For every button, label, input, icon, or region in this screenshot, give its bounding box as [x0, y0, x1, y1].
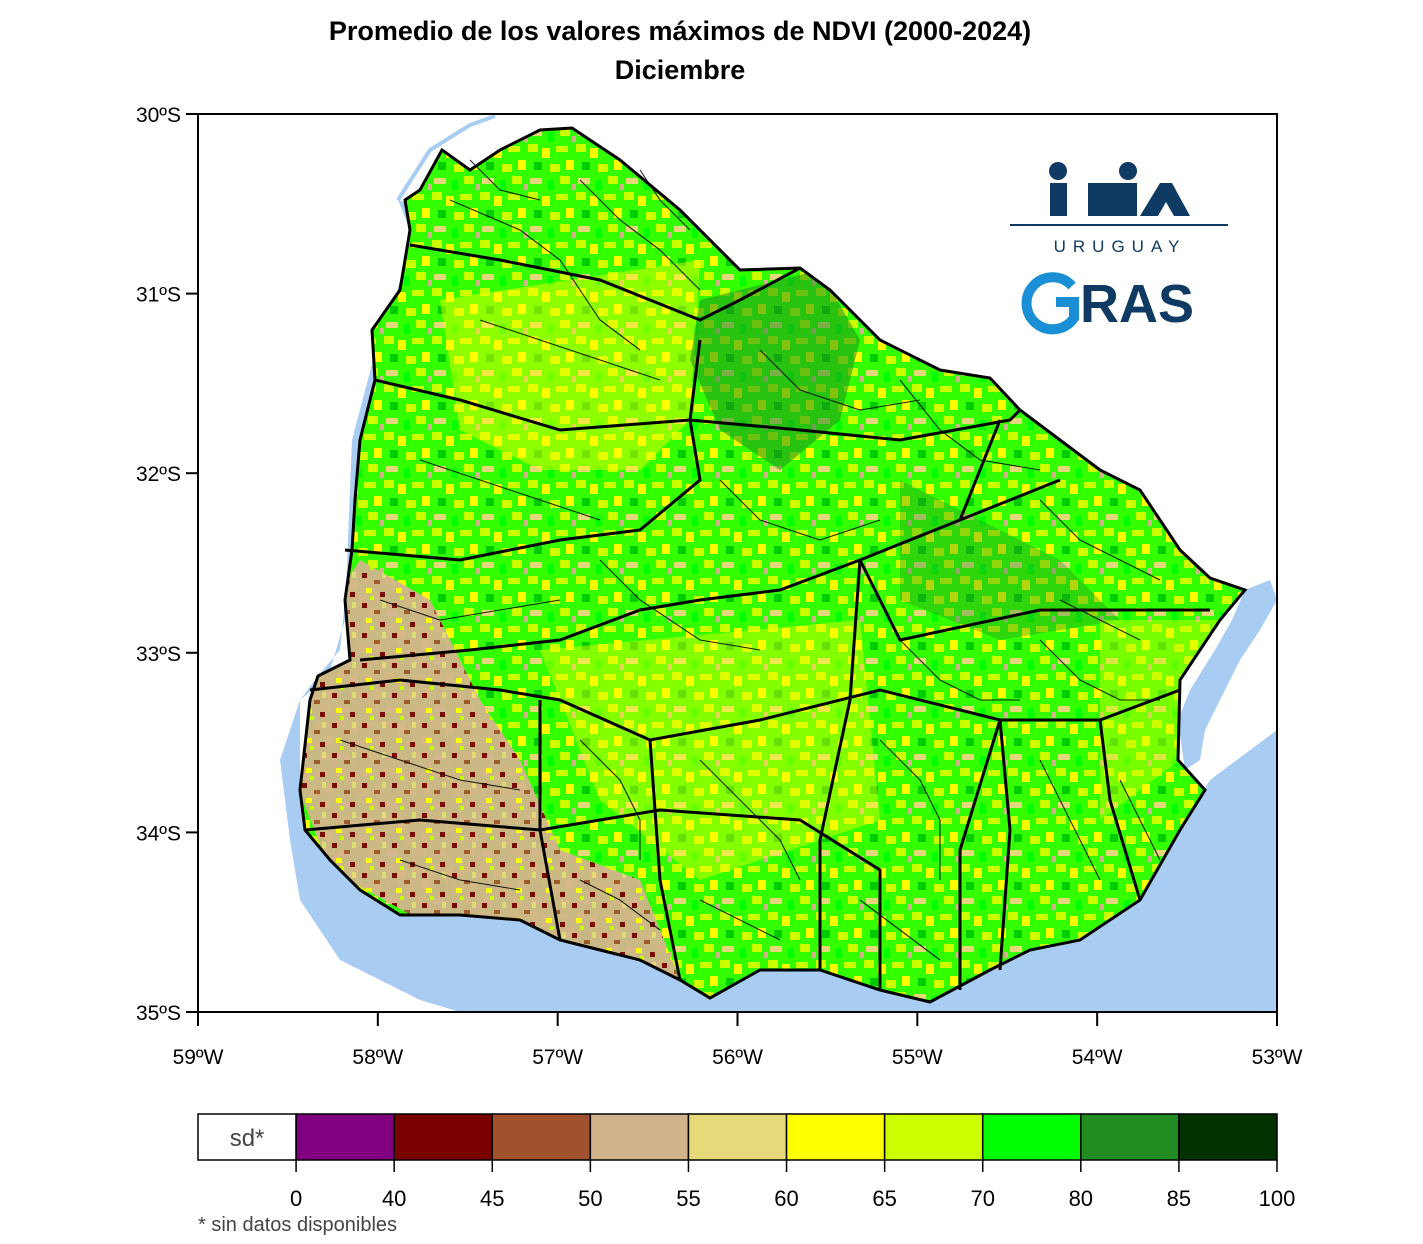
legend-swatch [394, 1114, 492, 1160]
legend-swatch [1179, 1114, 1277, 1160]
legend-swatch [590, 1114, 688, 1160]
lon-tick-label: 55ºW [892, 1046, 943, 1069]
legend-tick-label: 55 [676, 1186, 700, 1211]
legend-tick-label: 100 [1259, 1186, 1296, 1211]
lat-tick-label: 33ºS [136, 643, 181, 666]
inia-logo: URUGUAY [1010, 162, 1228, 256]
lat-tick-label: 35ºS [136, 1002, 181, 1025]
lat-axis: 30ºS 31ºS 32ºS 33ºS 34ºS 35ºS [136, 104, 198, 1025]
legend-swatch [688, 1114, 786, 1160]
gras-text: RAS [1080, 274, 1194, 334]
legend-swatch [296, 1114, 394, 1160]
legend-tick-label: 65 [872, 1186, 896, 1211]
lat-tick-label: 32ºS [136, 463, 181, 486]
legend-no-data-label: sd* [230, 1125, 265, 1152]
legend-swatch [1081, 1114, 1179, 1160]
map-canvas: 30ºS 31ºS 32ºS 33ºS 34ºS 35ºS 59ºW 58ºW 57ºW 56º… [0, 0, 1423, 1244]
lon-tick-label: 58ºW [352, 1046, 403, 1069]
lat-tick-label: 34ºS [136, 822, 181, 845]
footnote: * sin datos disponibles [198, 1214, 397, 1237]
inia-subtitle: URUGUAY [1054, 237, 1187, 256]
legend-tick-label: 45 [480, 1186, 504, 1211]
legend-tick-label: 0 [290, 1186, 302, 1211]
legend-tick-label: 60 [774, 1186, 798, 1211]
legend: sd* 0 40 45 50 55 60 65 70 80 85 100 [198, 1114, 1295, 1211]
legend-tick-label: 50 [578, 1186, 602, 1211]
gras-logo: RAS [1027, 274, 1194, 334]
legend-tick-label: 80 [1069, 1186, 1093, 1211]
legend-swatch [885, 1114, 983, 1160]
legend-tick-label: 70 [970, 1186, 994, 1211]
lat-tick-label: 31ºS [136, 284, 181, 307]
lon-tick-label: 57ºW [532, 1046, 583, 1069]
lon-tick-label: 56ºW [712, 1046, 763, 1069]
legend-swatch [983, 1114, 1081, 1160]
lon-tick-label: 59ºW [173, 1046, 224, 1069]
lon-axis: 59ºW 58ºW 57ºW 56ºW 55ºW 54ºW 53ºW [173, 1012, 1303, 1069]
legend-swatch [787, 1114, 885, 1160]
legend-swatch [492, 1114, 590, 1160]
legend-tick-label: 85 [1167, 1186, 1191, 1211]
lon-tick-label: 54ºW [1072, 1046, 1123, 1069]
lon-tick-label: 53ºW [1252, 1046, 1303, 1069]
legend-tick-label: 40 [382, 1186, 406, 1211]
lat-tick-label: 30ºS [136, 104, 181, 127]
